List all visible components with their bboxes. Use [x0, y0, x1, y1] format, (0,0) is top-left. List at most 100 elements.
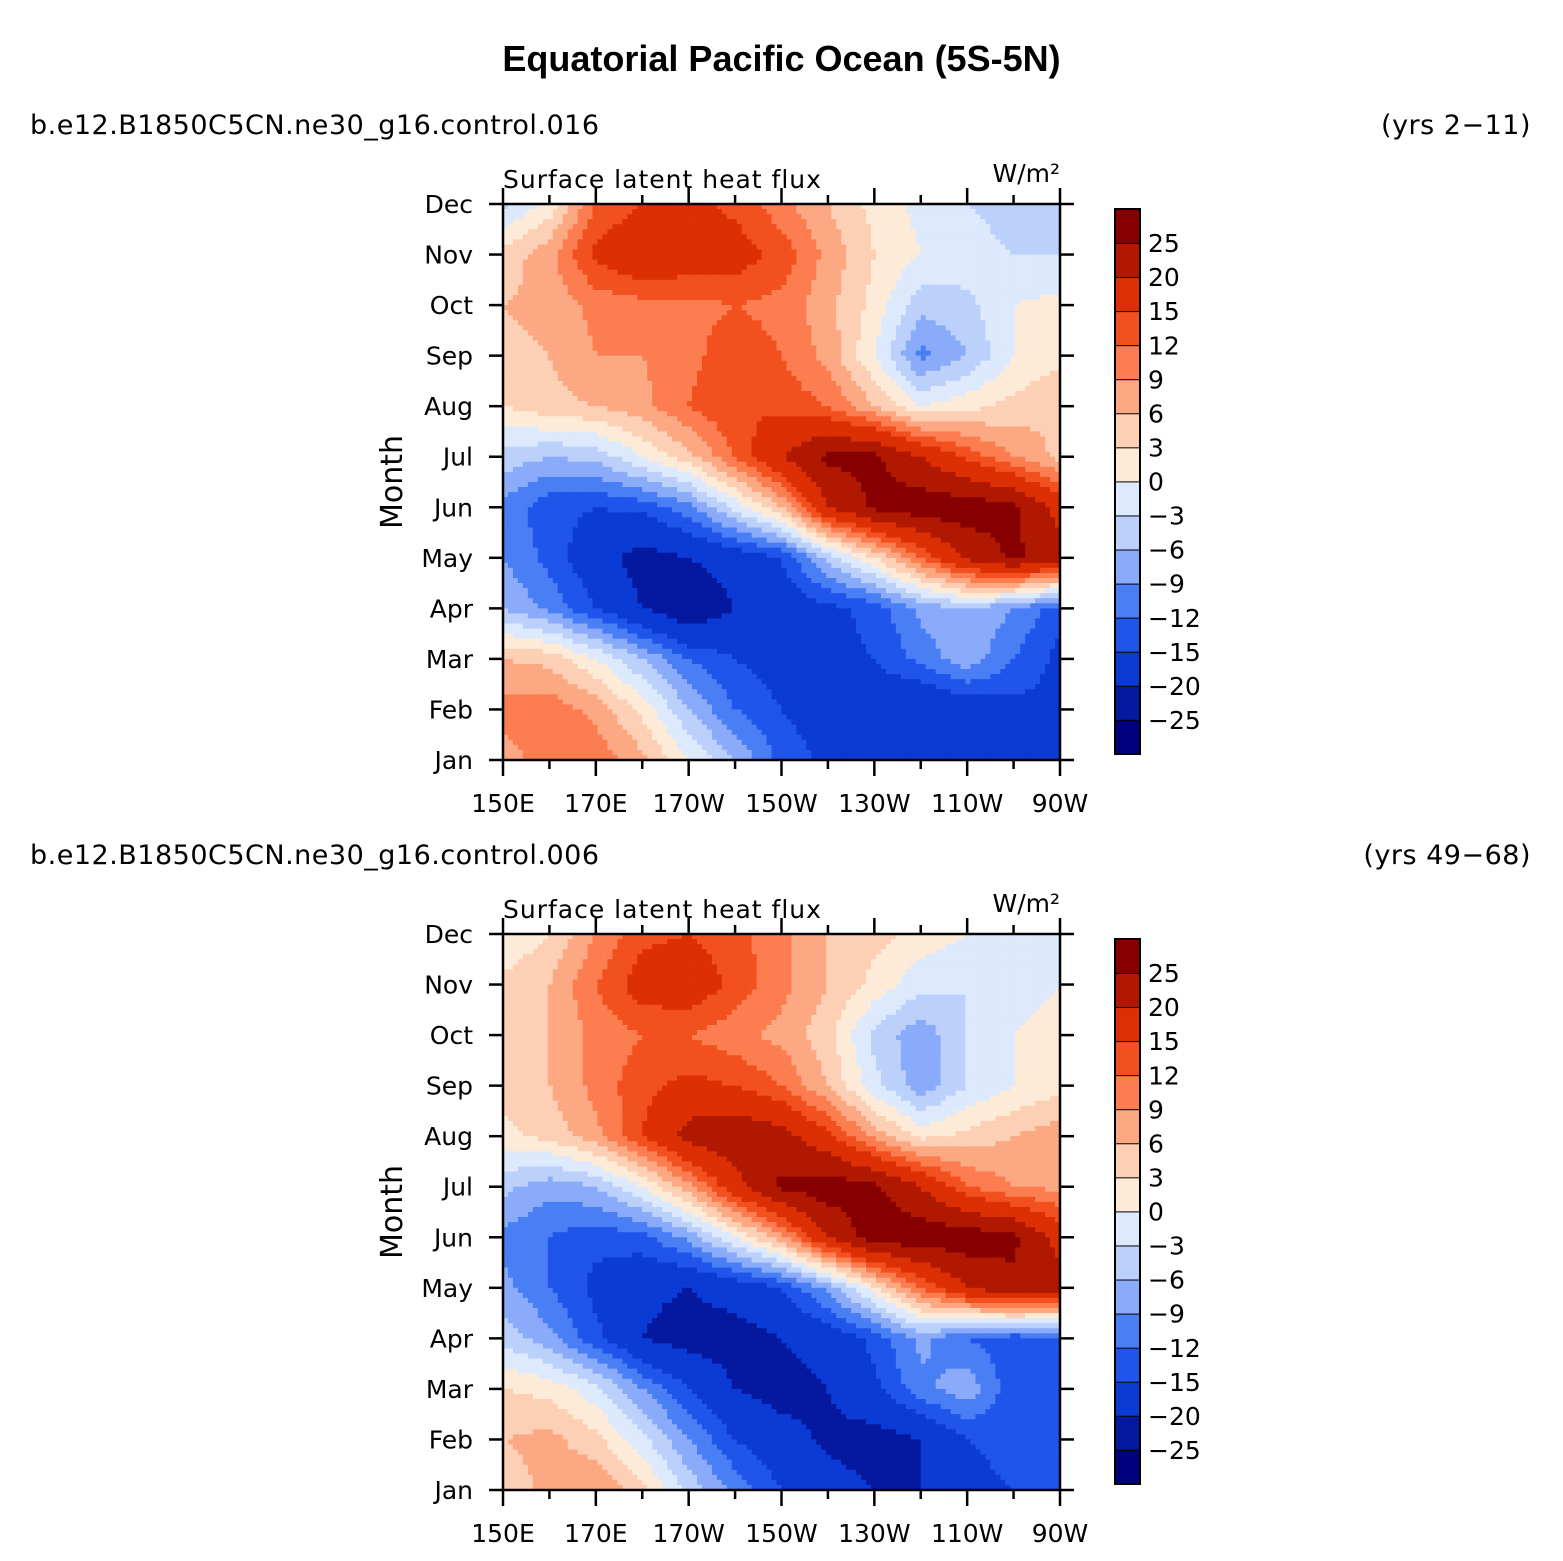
heatmap-cell	[915, 360, 922, 367]
heatmap-cell	[905, 330, 912, 337]
heatmap-cell	[677, 229, 683, 235]
heatmap-cell	[522, 294, 529, 301]
heatmap-cell	[796, 406, 802, 412]
heatmap-cell	[786, 391, 793, 397]
heatmap-cell	[806, 294, 812, 301]
heatmap-cell	[721, 330, 728, 337]
heatmap-cell	[950, 294, 957, 301]
heatmap-cell	[736, 391, 743, 397]
heatmap-cell	[682, 355, 688, 362]
heatmap-cell	[532, 385, 539, 392]
heatmap-cell	[880, 294, 887, 301]
heatmap-cell	[617, 224, 623, 230]
heatmap-cell	[512, 375, 519, 382]
heatmap-cell	[647, 411, 653, 417]
heatmap-cell	[562, 325, 569, 331]
heatmap-cell	[811, 279, 817, 286]
heatmap-cell	[861, 264, 867, 271]
heatmap-cell	[1055, 396, 1061, 402]
heatmap-cell	[547, 300, 554, 306]
heatmap-cell	[1050, 264, 1056, 271]
heatmap-cell	[945, 244, 952, 251]
heatmap-cell	[667, 426, 673, 433]
heatmap-cell	[985, 325, 991, 331]
heatmap-cell	[841, 355, 847, 362]
heatmap-cell	[831, 244, 837, 251]
heatmap-cell	[627, 391, 633, 397]
heatmap-cell	[960, 254, 967, 261]
heatmap-cell	[1005, 325, 1011, 331]
heatmap-cell	[1020, 289, 1026, 296]
heatmap-cell	[617, 259, 623, 266]
heatmap-cell	[642, 391, 648, 397]
heatmap-cell	[875, 355, 882, 362]
heatmap-cell	[746, 305, 753, 311]
heatmap-cell	[756, 204, 763, 210]
heatmap-cell	[796, 340, 802, 347]
heatmap-cell	[503, 244, 509, 251]
heatmap-cell	[522, 396, 529, 402]
heatmap-cell	[711, 401, 718, 407]
heatmap-cell	[965, 264, 972, 271]
heatmap-cell	[1005, 360, 1011, 367]
heatmap-cell	[856, 391, 862, 397]
heatmap-cell	[696, 234, 703, 240]
heatmap-cell	[677, 310, 683, 316]
heatmap-cell	[771, 284, 778, 291]
heatmap-cell	[1040, 209, 1046, 215]
heatmap-cell	[766, 391, 773, 397]
heatmap-cell	[1030, 365, 1036, 372]
heatmap-cell	[871, 335, 877, 342]
heatmap-cell	[736, 254, 743, 261]
heatmap-cell	[761, 375, 768, 382]
heatmap-cell	[801, 229, 807, 235]
heatmap-cell	[716, 406, 723, 412]
heatmap-cell	[522, 375, 529, 382]
heatmap-cell	[537, 365, 544, 372]
heatmap-cell	[512, 305, 519, 311]
heatmap-cell	[617, 234, 623, 240]
heatmap-cell	[1030, 214, 1036, 220]
heatmap-cell	[816, 335, 822, 342]
heatmap-cell	[910, 224, 917, 230]
heatmap-cell	[1025, 315, 1031, 321]
heatmap-cell	[736, 294, 743, 301]
heatmap-cell	[547, 254, 554, 261]
heatmap-cell	[677, 426, 683, 433]
heatmap-cell	[617, 229, 623, 235]
heatmap-cell	[1025, 254, 1031, 261]
heatmap-cell	[905, 234, 912, 240]
heatmap-cell	[597, 411, 604, 417]
heatmap-cell	[522, 305, 529, 311]
heatmap-cell	[1030, 330, 1036, 337]
heatmap-cell	[1005, 214, 1011, 220]
heatmap-cell	[657, 350, 663, 357]
heatmap-cell	[587, 335, 594, 342]
heatmap-cell	[875, 375, 882, 382]
heatmap-cell	[980, 214, 986, 220]
heatmap-cell	[756, 391, 763, 397]
heatmap-cell	[915, 335, 922, 342]
heatmap-cell	[677, 269, 683, 276]
heatmap-cell	[741, 229, 748, 235]
heatmap-cell	[791, 219, 798, 225]
heatmap-cell	[841, 204, 847, 210]
heatmap-cell	[527, 416, 534, 422]
heatmap-cell	[871, 330, 877, 337]
heatmap-cell	[940, 391, 947, 397]
heatmap-cell	[965, 204, 972, 210]
heatmap-cell	[657, 360, 663, 367]
heatmap-cell	[736, 421, 743, 427]
heatmap-cell	[990, 224, 996, 230]
heatmap-cell	[527, 340, 534, 347]
heatmap-cell	[726, 249, 733, 256]
heatmap-cell	[517, 310, 524, 316]
heatmap-cell	[682, 224, 688, 230]
heatmap-cell	[875, 209, 882, 215]
heatmap-cell	[731, 325, 738, 331]
heatmap-cell	[572, 335, 579, 342]
heatmap-cell	[1035, 300, 1041, 306]
heatmap-cell	[736, 229, 743, 235]
heatmap-cell	[582, 254, 589, 261]
heatmap-cell	[1045, 300, 1051, 306]
